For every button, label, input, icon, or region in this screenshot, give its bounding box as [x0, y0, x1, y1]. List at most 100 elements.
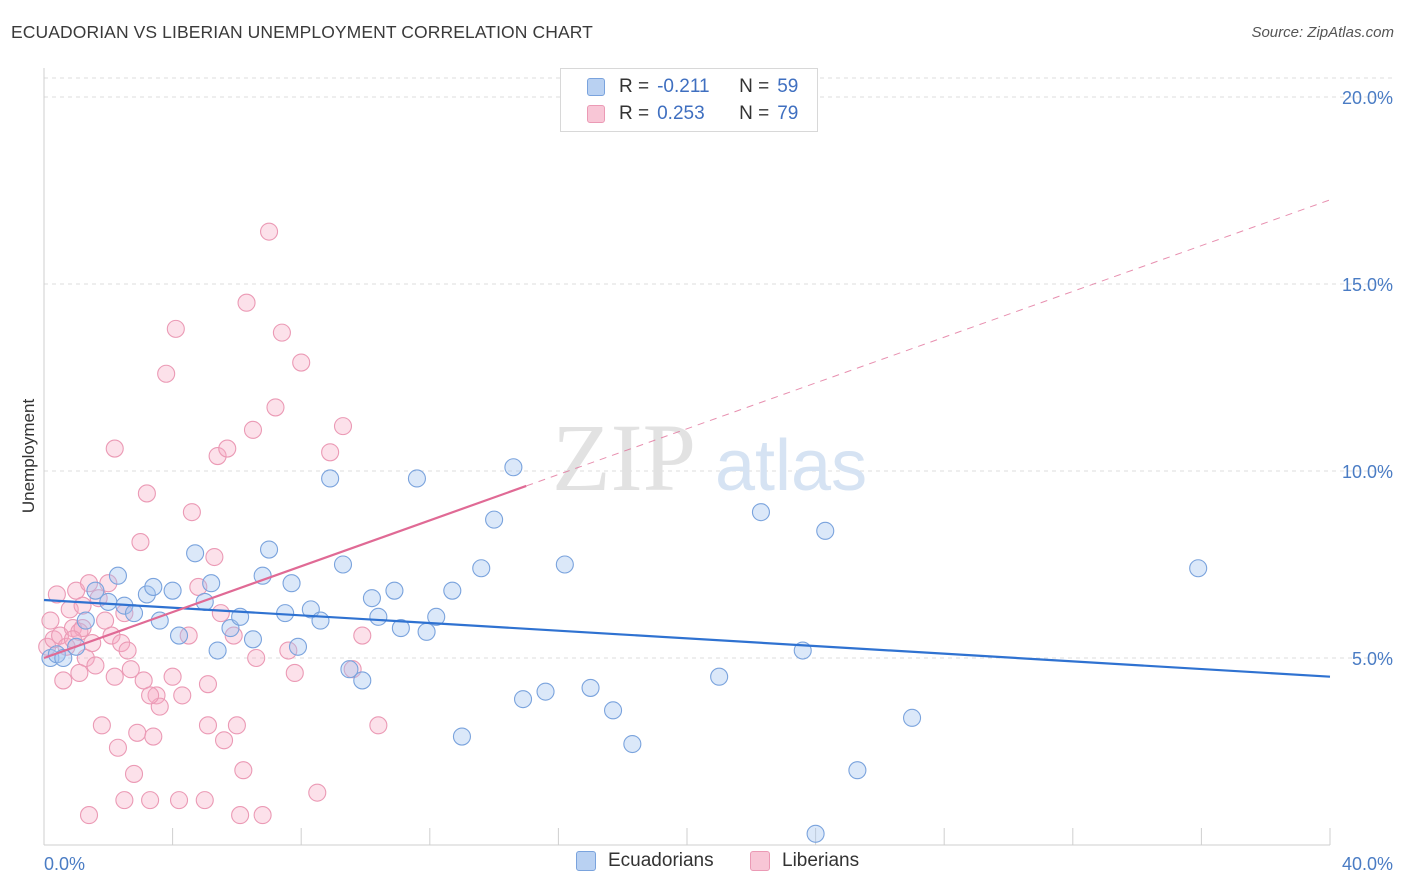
- ecuadorians-point: [76, 611, 95, 630]
- ecuadorians-point: [311, 611, 330, 630]
- liberians-point: [141, 686, 160, 705]
- ecuadorians-point: [604, 701, 623, 720]
- legend-n-label: N =: [739, 103, 770, 124]
- liberians-point: [208, 446, 227, 466]
- liberians-point: [205, 547, 224, 567]
- ecuadorians-point: [806, 824, 825, 843]
- liberians-point: [247, 648, 266, 668]
- liberians-point: [353, 626, 372, 645]
- liberians-point: [279, 641, 298, 660]
- liberians-point: [54, 671, 73, 690]
- ecuadorians-point: [623, 734, 642, 754]
- liberians-point: [131, 533, 150, 552]
- tick-labels: 5.0% 10.0% 15.0% 20.0% 0.0% 40.0%: [44, 88, 1393, 874]
- ecuadorians-point: [443, 581, 462, 600]
- liberians-point: [321, 443, 340, 462]
- source-label: Source: ZipAtlas.com: [1251, 24, 1394, 41]
- chart-title: ECUADORIAN VS LIBERIAN UNEMPLOYMENT CORR…: [11, 22, 593, 42]
- ecuadorians-point: [485, 510, 504, 529]
- ecuadorians-point: [369, 607, 388, 626]
- liberians-point: [115, 791, 134, 810]
- ecuadorians-point: [208, 641, 227, 660]
- liberians-trend-line: [526, 199, 1331, 487]
- liberians-point: [96, 611, 115, 630]
- liberians-point: [105, 439, 124, 458]
- ecuadorians-point: [253, 566, 272, 585]
- watermark: ZIP atlas: [552, 404, 867, 511]
- y-tick-label: 20.0%: [1342, 88, 1393, 108]
- liberians-point: [333, 417, 353, 436]
- liberians-point: [92, 716, 111, 735]
- ecuadorians-point: [385, 581, 404, 600]
- legend-n-label: N =: [739, 76, 770, 97]
- legend-n-value: 59: [777, 76, 799, 97]
- ecuadorians-point: [108, 566, 127, 585]
- ecuadorians-point: [99, 592, 118, 611]
- liberians-point: [195, 791, 214, 810]
- watermark-atlas: atlas: [715, 426, 867, 506]
- liberians-point: [369, 716, 388, 735]
- liberians-point: [308, 783, 327, 802]
- liberians-point: [169, 791, 189, 810]
- ecuadorians-point: [163, 581, 182, 600]
- ecuadorians-point: [536, 682, 555, 701]
- liberians-point: [137, 484, 156, 503]
- liberians-point: [118, 641, 137, 660]
- ecuadorians-point: [282, 574, 301, 593]
- ecuadorians-point: [504, 458, 523, 477]
- liberians-point: [38, 637, 57, 656]
- legend-row-ecuadorians: R = -0.211 N = 59: [587, 74, 798, 100]
- ecuadorians-point: [169, 626, 189, 645]
- liberians-point: [211, 604, 230, 623]
- legend-swatch-liberians: [750, 851, 770, 871]
- watermark-zip: ZIP: [552, 404, 696, 511]
- legend-label-ecuadorians: Ecuadorians: [608, 850, 714, 871]
- y-tick-label: 10.0%: [1342, 462, 1393, 482]
- liberians-point: [179, 626, 198, 645]
- liberians-point: [112, 633, 131, 653]
- ecuadorians-point: [353, 671, 372, 690]
- liberians-point: [141, 791, 160, 810]
- y-axis-label: Unemployment: [19, 399, 38, 514]
- legend-n-value: 79: [777, 103, 799, 124]
- ecuadorians-point: [513, 690, 533, 709]
- liberians-point: [124, 764, 144, 783]
- liberians-point: [70, 663, 89, 683]
- liberians-point: [163, 667, 182, 686]
- y-tick-label: 5.0%: [1352, 649, 1393, 669]
- liberians-point: [47, 585, 66, 604]
- liberians-points: [38, 222, 388, 825]
- ecuadorians-point: [124, 604, 144, 623]
- ecuadorians-point: [902, 708, 922, 727]
- liberians-point: [41, 611, 60, 630]
- liberians-point: [128, 723, 147, 742]
- liberians-point: [231, 806, 250, 825]
- legend-row-liberians: R = 0.253 N = 79: [587, 101, 798, 127]
- ecuadorians-point: [710, 667, 729, 686]
- liberians-point: [227, 716, 246, 735]
- x-tick-label: 40.0%: [1342, 854, 1393, 874]
- legend-label-liberians: Liberians: [782, 850, 860, 871]
- legend-r-value: 0.253: [657, 103, 705, 124]
- axes: [43, 68, 1331, 846]
- legend-item-liberians[interactable]: Liberians: [750, 850, 859, 872]
- liberians-point: [259, 222, 279, 241]
- ecuadorians-point: [321, 469, 340, 488]
- liberians-point: [86, 656, 105, 675]
- liberians-point: [79, 574, 99, 593]
- liberians-point: [253, 806, 272, 825]
- legend-item-ecuadorians[interactable]: Ecuadorians: [576, 850, 714, 872]
- series-legend: Ecuadorians Liberians: [0, 850, 1406, 878]
- ecuadorians-point: [391, 619, 410, 638]
- ecuadorians-point: [1189, 559, 1208, 578]
- ecuadorians-point: [472, 559, 491, 578]
- ecuadorians-point: [243, 630, 263, 649]
- liberians-point: [218, 439, 237, 458]
- liberians-point: [237, 293, 256, 312]
- liberians-point: [121, 660, 140, 679]
- legend-swatch-liberians: [587, 105, 605, 123]
- liberians-point: [243, 420, 263, 439]
- ecuadorians-point: [452, 727, 472, 746]
- ecuadorians-point: [202, 574, 221, 593]
- ecuadorians-point: [137, 585, 156, 604]
